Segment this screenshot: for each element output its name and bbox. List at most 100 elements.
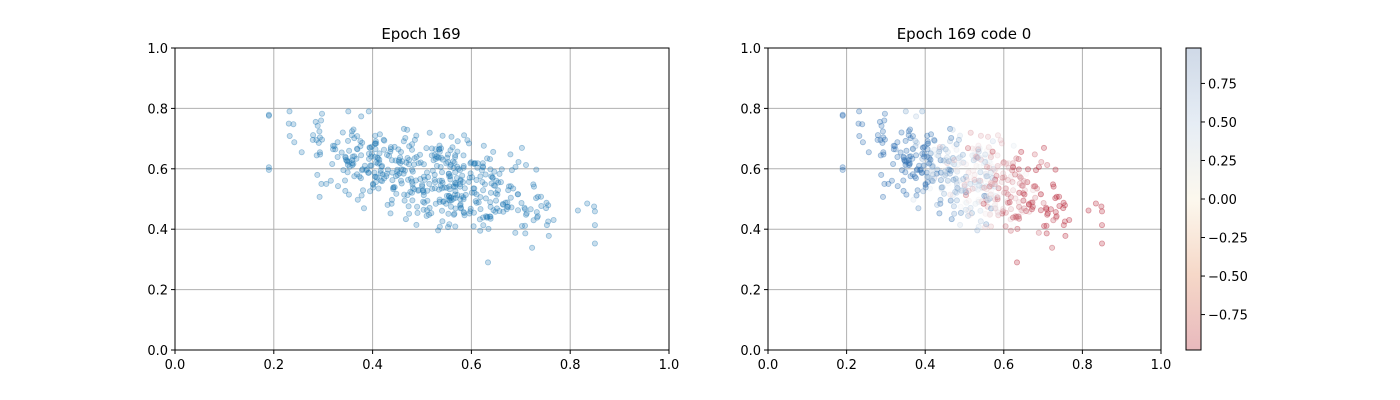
chart-left-point <box>514 191 521 198</box>
chart-right-point <box>947 138 954 145</box>
chart-right-point <box>1022 179 1029 186</box>
chart-left-point <box>438 169 445 176</box>
chart-left-ytick-label: 0.8 <box>147 102 168 117</box>
chart-right-point <box>951 210 958 217</box>
chart-left-point <box>372 179 379 186</box>
chart-left-point <box>357 138 364 145</box>
chart-left-point <box>420 206 427 213</box>
chart-right-point <box>983 173 990 180</box>
chart-right-point <box>1050 217 1057 224</box>
chart-right-point <box>1020 177 1027 184</box>
chart-right-point <box>982 170 989 177</box>
chart-left-point <box>591 222 598 229</box>
chart-right-point <box>1009 163 1016 170</box>
chart-left-point <box>344 158 351 165</box>
chart-right-point <box>987 169 994 176</box>
chart-right-point <box>902 108 909 115</box>
chart-left-point <box>392 157 399 164</box>
chart-right-point <box>1000 159 1007 166</box>
chart-right-point <box>984 173 991 180</box>
chart-left-point <box>397 154 404 161</box>
chart-left-point <box>443 200 450 207</box>
chart-right-point <box>1060 222 1067 229</box>
chart-right-ytick-label: 0.8 <box>740 102 761 117</box>
chart-right-point <box>1020 197 1027 204</box>
chart-right-point <box>1018 148 1025 155</box>
chart-right-point <box>933 151 940 158</box>
chart-right-point <box>1005 160 1012 167</box>
chart-right-point <box>962 206 969 213</box>
chart-left-point <box>354 146 361 153</box>
chart-left-point <box>376 150 383 157</box>
chart-left-point <box>479 160 486 167</box>
chart-right-point <box>927 156 934 163</box>
chart-right-point <box>934 201 941 208</box>
chart-right-point <box>921 153 928 160</box>
chart-left-point <box>363 166 370 173</box>
chart-right-point <box>913 113 920 120</box>
chart-left-point <box>291 139 298 146</box>
chart-right-point <box>859 139 866 146</box>
chart-left-point <box>461 212 468 219</box>
chart-left-point <box>313 136 320 143</box>
chart-left-point <box>480 142 487 149</box>
chart-right-point <box>1003 160 1010 167</box>
chart-right-point <box>950 176 957 183</box>
chart-left-xtick-label: 0.8 <box>560 358 581 373</box>
chart-right-point <box>982 151 989 158</box>
chart-left-point <box>448 133 455 140</box>
chart-right-point <box>980 160 987 167</box>
chart-right-point <box>1010 187 1017 194</box>
chart-right-point <box>943 170 950 177</box>
chart-left-point <box>439 132 446 139</box>
chart-right-point <box>1026 201 1033 208</box>
chart-right-point <box>986 158 993 165</box>
chart-left-point <box>457 202 464 209</box>
chart-right-point <box>1008 206 1015 213</box>
chart-left-point <box>375 185 382 192</box>
chart-right-point <box>975 223 982 230</box>
chart-right-point <box>977 132 984 139</box>
chart-left-point <box>473 199 480 206</box>
chart-left-point <box>357 175 364 182</box>
chart-right-point <box>984 176 991 183</box>
chart-left-point <box>368 162 375 169</box>
chart-right-point <box>1044 211 1051 218</box>
chart-left-point <box>367 144 374 151</box>
chart-right-point <box>987 154 994 161</box>
chart-left-point <box>460 209 467 216</box>
chart-right-point <box>983 194 990 201</box>
chart-right-point <box>914 187 921 194</box>
chart-right-point <box>965 197 972 204</box>
chart-right-point <box>987 210 994 217</box>
chart-left-point <box>474 160 481 167</box>
chart-right-point <box>859 121 866 128</box>
chart-right-point <box>963 192 970 199</box>
chart-right-point <box>903 147 910 154</box>
chart-left-point <box>507 151 514 158</box>
chart-right-point <box>931 137 938 144</box>
chart-right-point <box>945 158 952 165</box>
chart-left-point <box>342 153 349 160</box>
chart-left-point <box>383 173 390 180</box>
chart-left-point <box>488 180 495 187</box>
chart-right-point <box>953 178 960 185</box>
chart-right-frame <box>767 47 1162 351</box>
chart-left-point <box>529 244 536 251</box>
chart-left-point <box>327 177 334 184</box>
chart-right-point <box>902 169 909 176</box>
chart-right-point <box>975 177 982 184</box>
chart-right-point <box>965 187 972 194</box>
chart-left-point <box>446 197 453 204</box>
chart-right-point <box>992 176 999 183</box>
chart-right-point <box>972 155 979 162</box>
chart-right-point <box>987 183 994 190</box>
chart-left-point <box>411 155 418 162</box>
colorbar-ticks: −0.75 −0.50 −0.25 0.00 0.25 0.50 0.75 <box>1201 77 1248 324</box>
chart-right-point <box>1085 207 1092 214</box>
chart-right-point <box>963 161 970 168</box>
chart-right-point <box>988 188 995 195</box>
chart-left-point <box>470 223 477 230</box>
chart-left-point <box>443 192 450 199</box>
chart-right-point <box>1019 182 1026 189</box>
